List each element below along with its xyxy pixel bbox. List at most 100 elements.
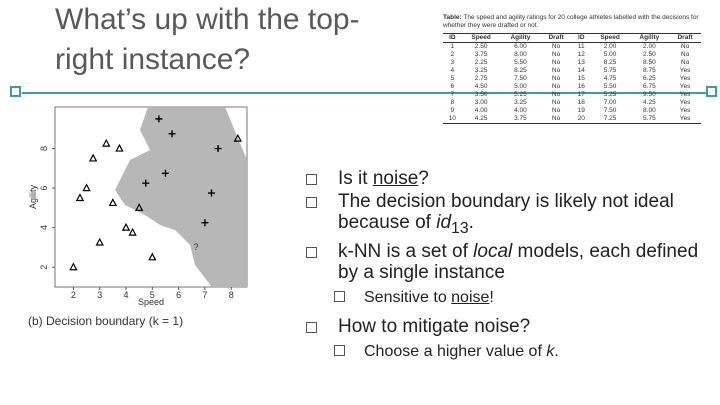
header-row: ID Speed Agility Draft ID Speed Agility Draft: [443, 33, 701, 43]
table-cell: 7: [450, 91, 455, 98]
table-cell: 4.00: [514, 107, 527, 114]
table-cell: 8.00: [514, 51, 527, 58]
table-cell: 4.25: [461, 115, 501, 124]
table-cell: No: [551, 51, 561, 58]
query-point: ?: [193, 242, 198, 252]
column-header: Draft: [669, 33, 701, 43]
rule-end: [706, 86, 717, 97]
bullet-text: k: [546, 342, 555, 360]
table-cell: 19: [577, 107, 585, 114]
table-cell: 6.75: [643, 83, 656, 90]
table-cell: No: [680, 43, 690, 50]
plot-caption: (b) Decision boundary (k = 1): [28, 314, 183, 328]
point-plus: [161, 169, 169, 177]
point-triangle: [148, 252, 157, 261]
table-cell: 8.75: [643, 67, 656, 74]
x-tick-label: 6: [176, 290, 181, 300]
x-tick-label: 3: [97, 290, 102, 300]
table-cell: 1: [450, 43, 455, 50]
table-row: 3 2.25 5.50 No 13 8.25 8.50 No: [443, 59, 701, 67]
table-cell: 9: [450, 107, 455, 114]
table-cell: 7.25: [590, 115, 630, 124]
bullet-text: local: [473, 240, 513, 262]
y-axis-label: Agility: [28, 185, 38, 210]
table-cell: Yes: [669, 115, 701, 124]
table-row: 2 3.75 8.00 No 12 5.00 2.50 No: [443, 51, 701, 59]
column-header: Agility: [500, 33, 541, 43]
table-cell: 15: [577, 75, 585, 82]
table-cell: 6: [450, 83, 455, 90]
table-row: 6 4.50 5.00 No 16 5.50 6.75 Yes: [443, 83, 701, 91]
table-cell: No: [551, 43, 561, 50]
column-header: Agility: [629, 33, 670, 43]
x-tick-label: 7: [202, 290, 207, 300]
table-cell: 8.25: [514, 67, 527, 74]
table-cell: 9.50: [643, 91, 656, 98]
table-cell: 4.75: [603, 75, 617, 82]
table-cell: Yes: [679, 75, 691, 82]
table-cell: Yes: [679, 67, 691, 74]
table-cell: No: [551, 67, 561, 74]
point-triangle: [134, 203, 144, 211]
y-tick-label: 6: [39, 186, 49, 191]
table-cell: 3.25: [514, 99, 527, 106]
slide-title: What’s up with the top-right instance?: [55, 3, 360, 76]
x-axis-label: Speed: [138, 297, 164, 307]
bullet-text: noise: [451, 288, 490, 306]
x-tick-label: 8: [229, 290, 234, 300]
table-cell: 2.00: [603, 43, 617, 50]
point-triangle: [233, 133, 242, 142]
point-triangle: [88, 153, 98, 162]
bullet-text: k-NN is a set of: [338, 240, 474, 262]
table-cell: No: [680, 59, 690, 66]
table-caption: Table: The speed and agility ratings for…: [443, 14, 701, 30]
table-cell: 7.50: [603, 107, 617, 114]
table-cell: Yes: [679, 91, 691, 98]
column-header: Speed: [461, 33, 501, 43]
table-cell: 8.00: [643, 107, 656, 114]
table-cell: 3: [450, 59, 455, 66]
table-cell: 5: [450, 75, 455, 82]
table-cell: 5.50: [603, 83, 617, 90]
bullet-box: [306, 321, 317, 333]
table-cell: 3.25: [474, 67, 488, 74]
caption-label: Table:: [443, 14, 462, 21]
point-plus: [214, 145, 222, 153]
table-cell: 5.75: [603, 67, 617, 74]
table-cell: 4.25: [643, 99, 656, 106]
x-tick-label: 4: [124, 290, 129, 300]
table-row: 10 4.25 3.75 No 20 7.25 5.75 Yes: [443, 115, 701, 124]
point-triangle: [95, 237, 104, 246]
table-cell: No: [551, 91, 561, 98]
bullet-text: ?: [418, 168, 429, 189]
y-tick-label: 2: [39, 265, 49, 270]
table-cell: 14: [577, 67, 585, 74]
bullet-text: models, each defined by a single instanc…: [338, 240, 699, 283]
column-header: Speed: [590, 33, 630, 43]
bullet-box: [334, 290, 345, 302]
table-cell: No: [551, 83, 561, 90]
table-cell: 5.75: [629, 115, 670, 124]
bullet-item: Is it noise?: [306, 168, 706, 189]
bullet-item: Sensitive to noise!: [306, 287, 706, 308]
table-cell: 7.50: [514, 75, 527, 82]
bullet-text: The decision boundary is likely not idea…: [338, 191, 674, 233]
table-cell: 20: [571, 115, 591, 124]
table-cell: 4.00: [474, 107, 488, 114]
table-cell: 4.50: [474, 83, 488, 90]
point-triangle: [108, 198, 118, 207]
bullet-text: How to mitigate noise?: [338, 315, 531, 337]
bullet-text: 13: [451, 219, 469, 237]
table-row: 5 2.75 7.50 No 15 4.75 6.25 Yes: [443, 75, 701, 83]
bullet-text: !: [489, 288, 494, 306]
point-plus: [142, 179, 150, 187]
table-cell: No: [680, 51, 690, 58]
table-cell: 6.00: [514, 43, 527, 50]
table-body: 1 2.50 6.00 No 11 2.00 2.00 No 2 3.75 8.00 No 12 5.00…: [443, 43, 701, 124]
table-cell: 6.25: [643, 75, 656, 82]
y-tick-label: 4: [39, 225, 49, 230]
table: ID Speed Agility Draft ID Speed Agility Draft 1 2…: [443, 33, 701, 124]
table-row: 7 3.50 5.25 No 17 5.25 9.50 Yes: [443, 91, 701, 99]
bullet-text: Choose a higher value of: [364, 342, 547, 360]
